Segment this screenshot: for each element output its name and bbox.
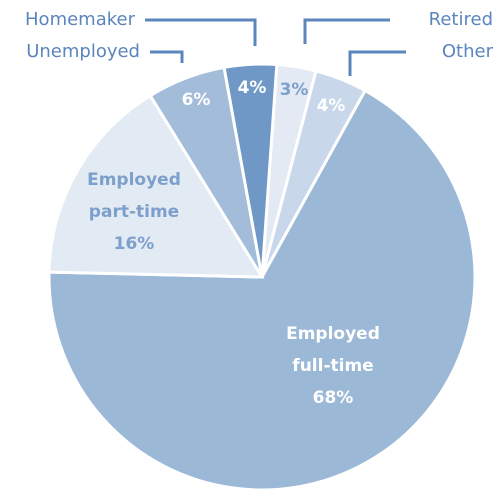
callout-label: Homemaker bbox=[25, 9, 136, 30]
slice-value-label: 16% bbox=[114, 234, 155, 254]
slice-value-label: 4% bbox=[317, 96, 346, 116]
slice-value-label: 3% bbox=[280, 80, 309, 100]
leader-line bbox=[145, 18, 257, 46]
pie-slice bbox=[222, 62, 279, 278]
callout-label: Unemployed bbox=[26, 41, 140, 62]
callout-label: Other bbox=[442, 41, 494, 62]
slice-category-label: Employed part-time bbox=[87, 170, 181, 222]
slice-value-label: 6% bbox=[182, 90, 211, 110]
pie-slice bbox=[47, 88, 477, 492]
pie-slice bbox=[47, 93, 265, 279]
leader-line bbox=[303, 18, 390, 44]
leader-line bbox=[348, 50, 406, 76]
slice-value-label: 68% bbox=[313, 388, 354, 408]
callout-label: Retired bbox=[429, 9, 493, 30]
leader-line bbox=[150, 50, 184, 63]
slice-value-label: 4% bbox=[238, 78, 267, 98]
slice-category-label: Employed full-time bbox=[286, 324, 380, 376]
pie bbox=[47, 62, 477, 492]
